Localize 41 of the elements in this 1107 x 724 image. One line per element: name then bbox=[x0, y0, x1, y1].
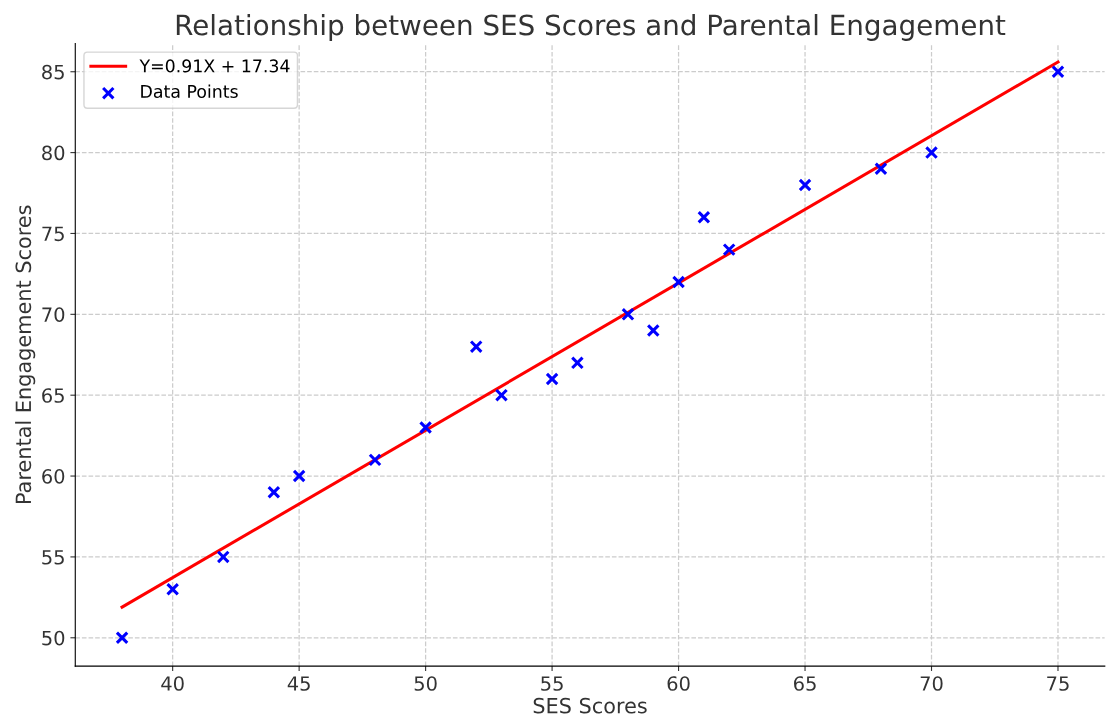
x-tick-label: 55 bbox=[541, 676, 563, 691]
y-tick-label: 60 bbox=[42, 469, 65, 484]
point bbox=[924, 145, 939, 160]
point bbox=[646, 323, 660, 338]
y-tick-label: 70 bbox=[42, 307, 65, 322]
point bbox=[798, 178, 812, 192]
point bbox=[292, 469, 306, 483]
point bbox=[368, 453, 382, 467]
point bbox=[469, 339, 483, 354]
y-tick-label: 65 bbox=[42, 388, 64, 403]
point bbox=[621, 307, 635, 322]
point bbox=[267, 485, 281, 499]
point bbox=[418, 420, 433, 435]
point bbox=[115, 631, 129, 645]
point bbox=[671, 275, 686, 289]
point bbox=[216, 550, 230, 564]
x-tick-label: 70 bbox=[920, 676, 943, 691]
point bbox=[697, 210, 711, 224]
point bbox=[545, 372, 559, 386]
x-tick-label: 50 bbox=[414, 676, 437, 691]
y-tick-label: 50 bbox=[42, 630, 65, 646]
y-tick-label: 80 bbox=[42, 145, 65, 161]
y-tick-label: 55 bbox=[42, 550, 64, 565]
chart-title: Relationship between SES Scores and Parental Engagement bbox=[176, 14, 1006, 41]
x-axis-title: SES Scores bbox=[533, 697, 647, 714]
x-tick-label: 45 bbox=[287, 676, 310, 691]
point bbox=[722, 242, 736, 257]
point bbox=[165, 582, 180, 596]
legend-label: Data Points bbox=[141, 84, 238, 98]
point bbox=[1051, 65, 1065, 79]
x-tick-label: 65 bbox=[794, 676, 816, 691]
legend-label: Y=0.91X + 17.34 bbox=[139, 59, 290, 73]
x-tick-label: 75 bbox=[1047, 676, 1069, 691]
y-tick-label: 75 bbox=[42, 226, 64, 242]
y-axis-title: Parental Engagement Scores bbox=[15, 205, 36, 503]
y-tick-label: 85 bbox=[42, 64, 64, 80]
x-tick-label: 60 bbox=[667, 676, 690, 691]
x-tick-label: 40 bbox=[161, 676, 184, 691]
point bbox=[494, 388, 509, 402]
point bbox=[874, 162, 888, 176]
point bbox=[570, 356, 585, 370]
